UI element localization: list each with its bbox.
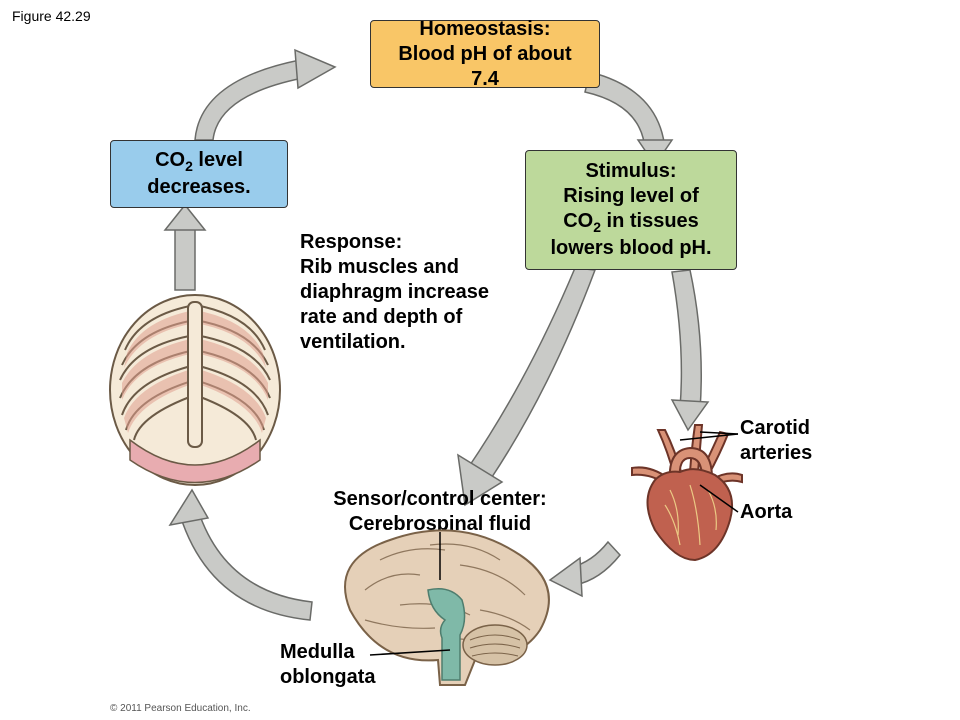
- copyright-text: © 2011 Pearson Education, Inc.: [110, 703, 251, 714]
- figure-label: Figure 42.29: [12, 8, 91, 24]
- stimulus-line1: Stimulus:: [585, 159, 676, 184]
- homeostasis-line1: Homeostasis:: [419, 17, 550, 42]
- heart-illustration: [620, 420, 750, 565]
- homeostasis-line2: Blood pH of about 7.4: [385, 42, 585, 92]
- brain-illustration: [310, 520, 570, 690]
- stimulus-line3: CO2 in tissues: [563, 209, 699, 237]
- stimulus-line2: Rising level of: [563, 184, 699, 209]
- homeostasis-box: Homeostasis: Blood pH of about 7.4: [370, 20, 600, 88]
- stimulus-line4: lowers blood pH.: [550, 236, 711, 261]
- ribcage-illustration: [100, 290, 290, 500]
- carotid-label: Carotidarteries: [740, 416, 860, 466]
- co2-box: CO2 level decreases.: [110, 140, 288, 208]
- co2-line1: CO2 level: [155, 148, 243, 176]
- co2-line2: decreases.: [147, 175, 250, 200]
- stimulus-box: Stimulus: Rising level of CO2 in tissues…: [525, 150, 737, 270]
- response-label: Response:Rib muscles and diaphragm incre…: [300, 230, 490, 355]
